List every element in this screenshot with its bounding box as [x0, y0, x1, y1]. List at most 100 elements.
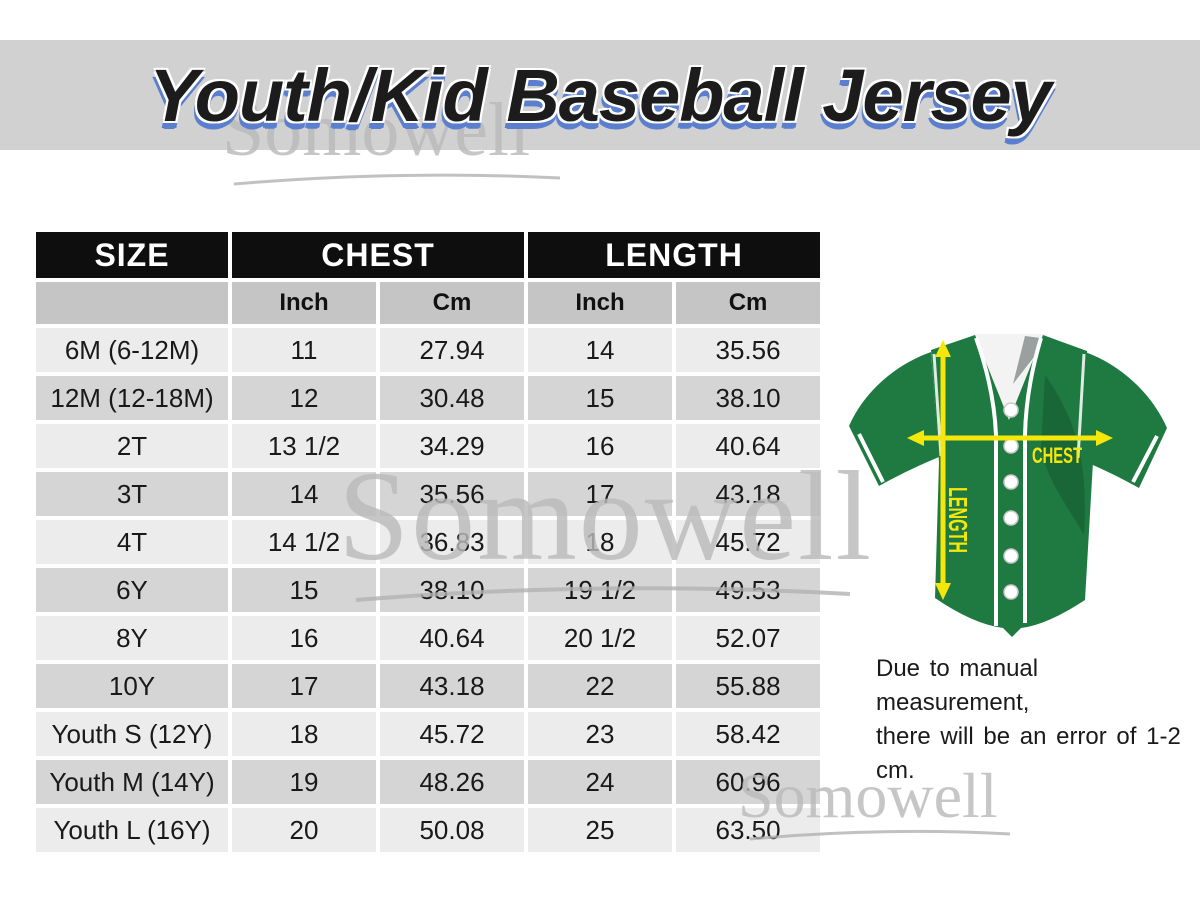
chest-inch-cell: 12 — [228, 372, 380, 424]
chest-inch-cell: 18 — [228, 708, 380, 760]
length-cm-cell: 38.10 — [672, 372, 825, 424]
jersey-button — [1003, 584, 1019, 600]
table-row: Youth S (12Y) 18 45.72 23 58.42 — [32, 708, 825, 760]
table-row: 4T 14 1/2 36.83 18 45.72 — [32, 516, 825, 568]
unit-header-length-cm: Cm — [672, 278, 825, 328]
table-row: Youth M (14Y) 19 48.26 24 60.96 — [32, 756, 825, 808]
chest-cm-cell: 27.94 — [375, 324, 529, 376]
size-cell: 3T — [32, 468, 232, 520]
length-cm-cell: 35.56 — [672, 324, 825, 376]
length-arrow-head-top — [935, 340, 951, 357]
chest-cm-cell: 40.64 — [375, 612, 529, 664]
jersey-button — [1003, 474, 1019, 490]
col-header-size: SIZE — [32, 228, 232, 282]
table-row: 12M (12-18M) 12 30.48 15 38.10 — [32, 372, 825, 424]
length-inch-cell: 17 — [524, 468, 677, 520]
size-cell: 8Y — [32, 612, 232, 664]
page-title: Youth/Kid Baseball Jersey — [149, 53, 1052, 137]
chest-cm-cell: 43.18 — [375, 660, 529, 712]
length-inch-cell: 25 — [524, 804, 677, 856]
jersey-shading — [1041, 375, 1085, 535]
chest-cm-cell: 38.10 — [375, 564, 529, 616]
chest-inch-cell: 20 — [228, 804, 380, 856]
length-cm-cell: 49.53 — [672, 564, 825, 616]
size-cell: Youth S (12Y) — [32, 708, 232, 760]
chest-cm-cell: 30.48 — [375, 372, 529, 424]
size-cell: Youth M (14Y) — [32, 756, 232, 808]
col-header-length: LENGTH — [524, 228, 825, 282]
table-row: Youth L (16Y) 20 50.08 25 63.50 — [32, 804, 825, 856]
chest-label: CHEST — [1032, 443, 1082, 468]
size-cell: 4T — [32, 516, 232, 568]
length-inch-cell: 20 1/2 — [524, 612, 677, 664]
table-row: 2T 13 1/2 34.29 16 40.64 — [32, 420, 825, 472]
length-cm-cell: 40.64 — [672, 420, 825, 472]
chest-cm-cell: 35.56 — [375, 468, 529, 520]
chest-cm-cell: 34.29 — [375, 420, 529, 472]
unit-header-chest-cm: Cm — [375, 278, 529, 328]
length-cm-cell: 52.07 — [672, 612, 825, 664]
length-inch-cell: 24 — [524, 756, 677, 808]
length-cm-cell: 58.42 — [672, 708, 825, 760]
size-cell: 2T — [32, 420, 232, 472]
chest-arrow-head-left — [907, 430, 924, 446]
jersey-placket-left — [974, 337, 998, 626]
length-cm-cell: 60.96 — [672, 756, 825, 808]
jersey-cuff-piping-right — [1131, 435, 1159, 483]
length-inch-cell: 23 — [524, 708, 677, 760]
chest-inch-cell: 14 1/2 — [228, 516, 380, 568]
length-cm-cell: 43.18 — [672, 468, 825, 520]
jersey-placket-right — [1023, 337, 1043, 623]
table-row: 10Y 17 43.18 22 55.88 — [32, 660, 825, 712]
jersey-sleeve-left — [849, 352, 939, 486]
length-inch-cell: 18 — [524, 516, 677, 568]
chest-arrow-head-right — [1096, 430, 1113, 446]
chest-inch-cell: 14 — [228, 468, 380, 520]
length-cm-cell: 63.50 — [672, 804, 825, 856]
jersey-button — [1003, 438, 1019, 454]
length-inch-cell: 14 — [524, 324, 677, 376]
size-cell: 12M (12-18M) — [32, 372, 232, 424]
size-cell: 6M (6-12M) — [32, 324, 232, 376]
unit-header-row: Inch Cm Inch Cm — [32, 278, 825, 328]
chest-cm-cell: 48.26 — [375, 756, 529, 808]
title-banner: Somowell Youth/Kid Baseball Jersey — [0, 40, 1200, 186]
unit-header-length-inch: Inch — [524, 278, 677, 328]
size-cell: 6Y — [32, 564, 232, 616]
col-header-chest: CHEST — [227, 228, 529, 282]
table-row: 8Y 16 40.64 20 1/2 52.07 — [32, 612, 825, 664]
length-inch-cell: 15 — [524, 372, 677, 424]
unit-header-chest-inch: Inch — [228, 278, 380, 328]
jersey-button — [1003, 548, 1019, 564]
chest-cm-cell: 36.83 — [375, 516, 529, 568]
chest-cm-cell: 50.08 — [375, 804, 529, 856]
jersey-button — [1003, 402, 1019, 418]
jersey-sleeve-right — [1079, 352, 1167, 488]
length-cm-cell: 45.72 — [672, 516, 825, 568]
size-cell: 10Y — [32, 660, 232, 712]
watermark-swoosh — [233, 173, 561, 186]
chest-inch-cell: 16 — [228, 612, 380, 664]
chest-inch-cell: 11 — [228, 324, 380, 376]
length-inch-cell: 16 — [524, 420, 677, 472]
note-line-1: Due to manual measurement, — [876, 655, 1039, 716]
length-cm-cell: 55.88 — [672, 660, 825, 712]
table-row: 6M (6-12M) 11 27.94 14 35.56 — [32, 324, 825, 376]
length-label: LENGTH — [943, 487, 973, 553]
size-cell: Youth L (16Y) — [32, 804, 232, 856]
jersey-button — [1003, 510, 1019, 526]
size-table: SIZE CHEST LENGTH Inch Cm Inch Cm 6M (6-… — [32, 228, 825, 856]
unit-header-spacer — [32, 278, 232, 328]
length-inch-cell: 19 1/2 — [524, 564, 677, 616]
jersey-diagram: CHEST LENGTH — [849, 334, 1167, 637]
table-row: 3T 14 35.56 17 43.18 — [32, 468, 825, 520]
table-header-row: SIZE CHEST LENGTH — [32, 228, 825, 282]
measurement-note: Due to manual measurement, there will be… — [876, 652, 1200, 788]
length-inch-cell: 22 — [524, 660, 677, 712]
jersey-seam-right — [1076, 353, 1086, 459]
table-row: 6Y 15 38.10 19 1/2 49.53 — [32, 564, 825, 616]
jersey-cuff-piping-left — [857, 433, 885, 483]
note-line-2: there will be an error of 1-2 cm. — [876, 723, 1181, 784]
chest-inch-cell: 19 — [228, 756, 380, 808]
